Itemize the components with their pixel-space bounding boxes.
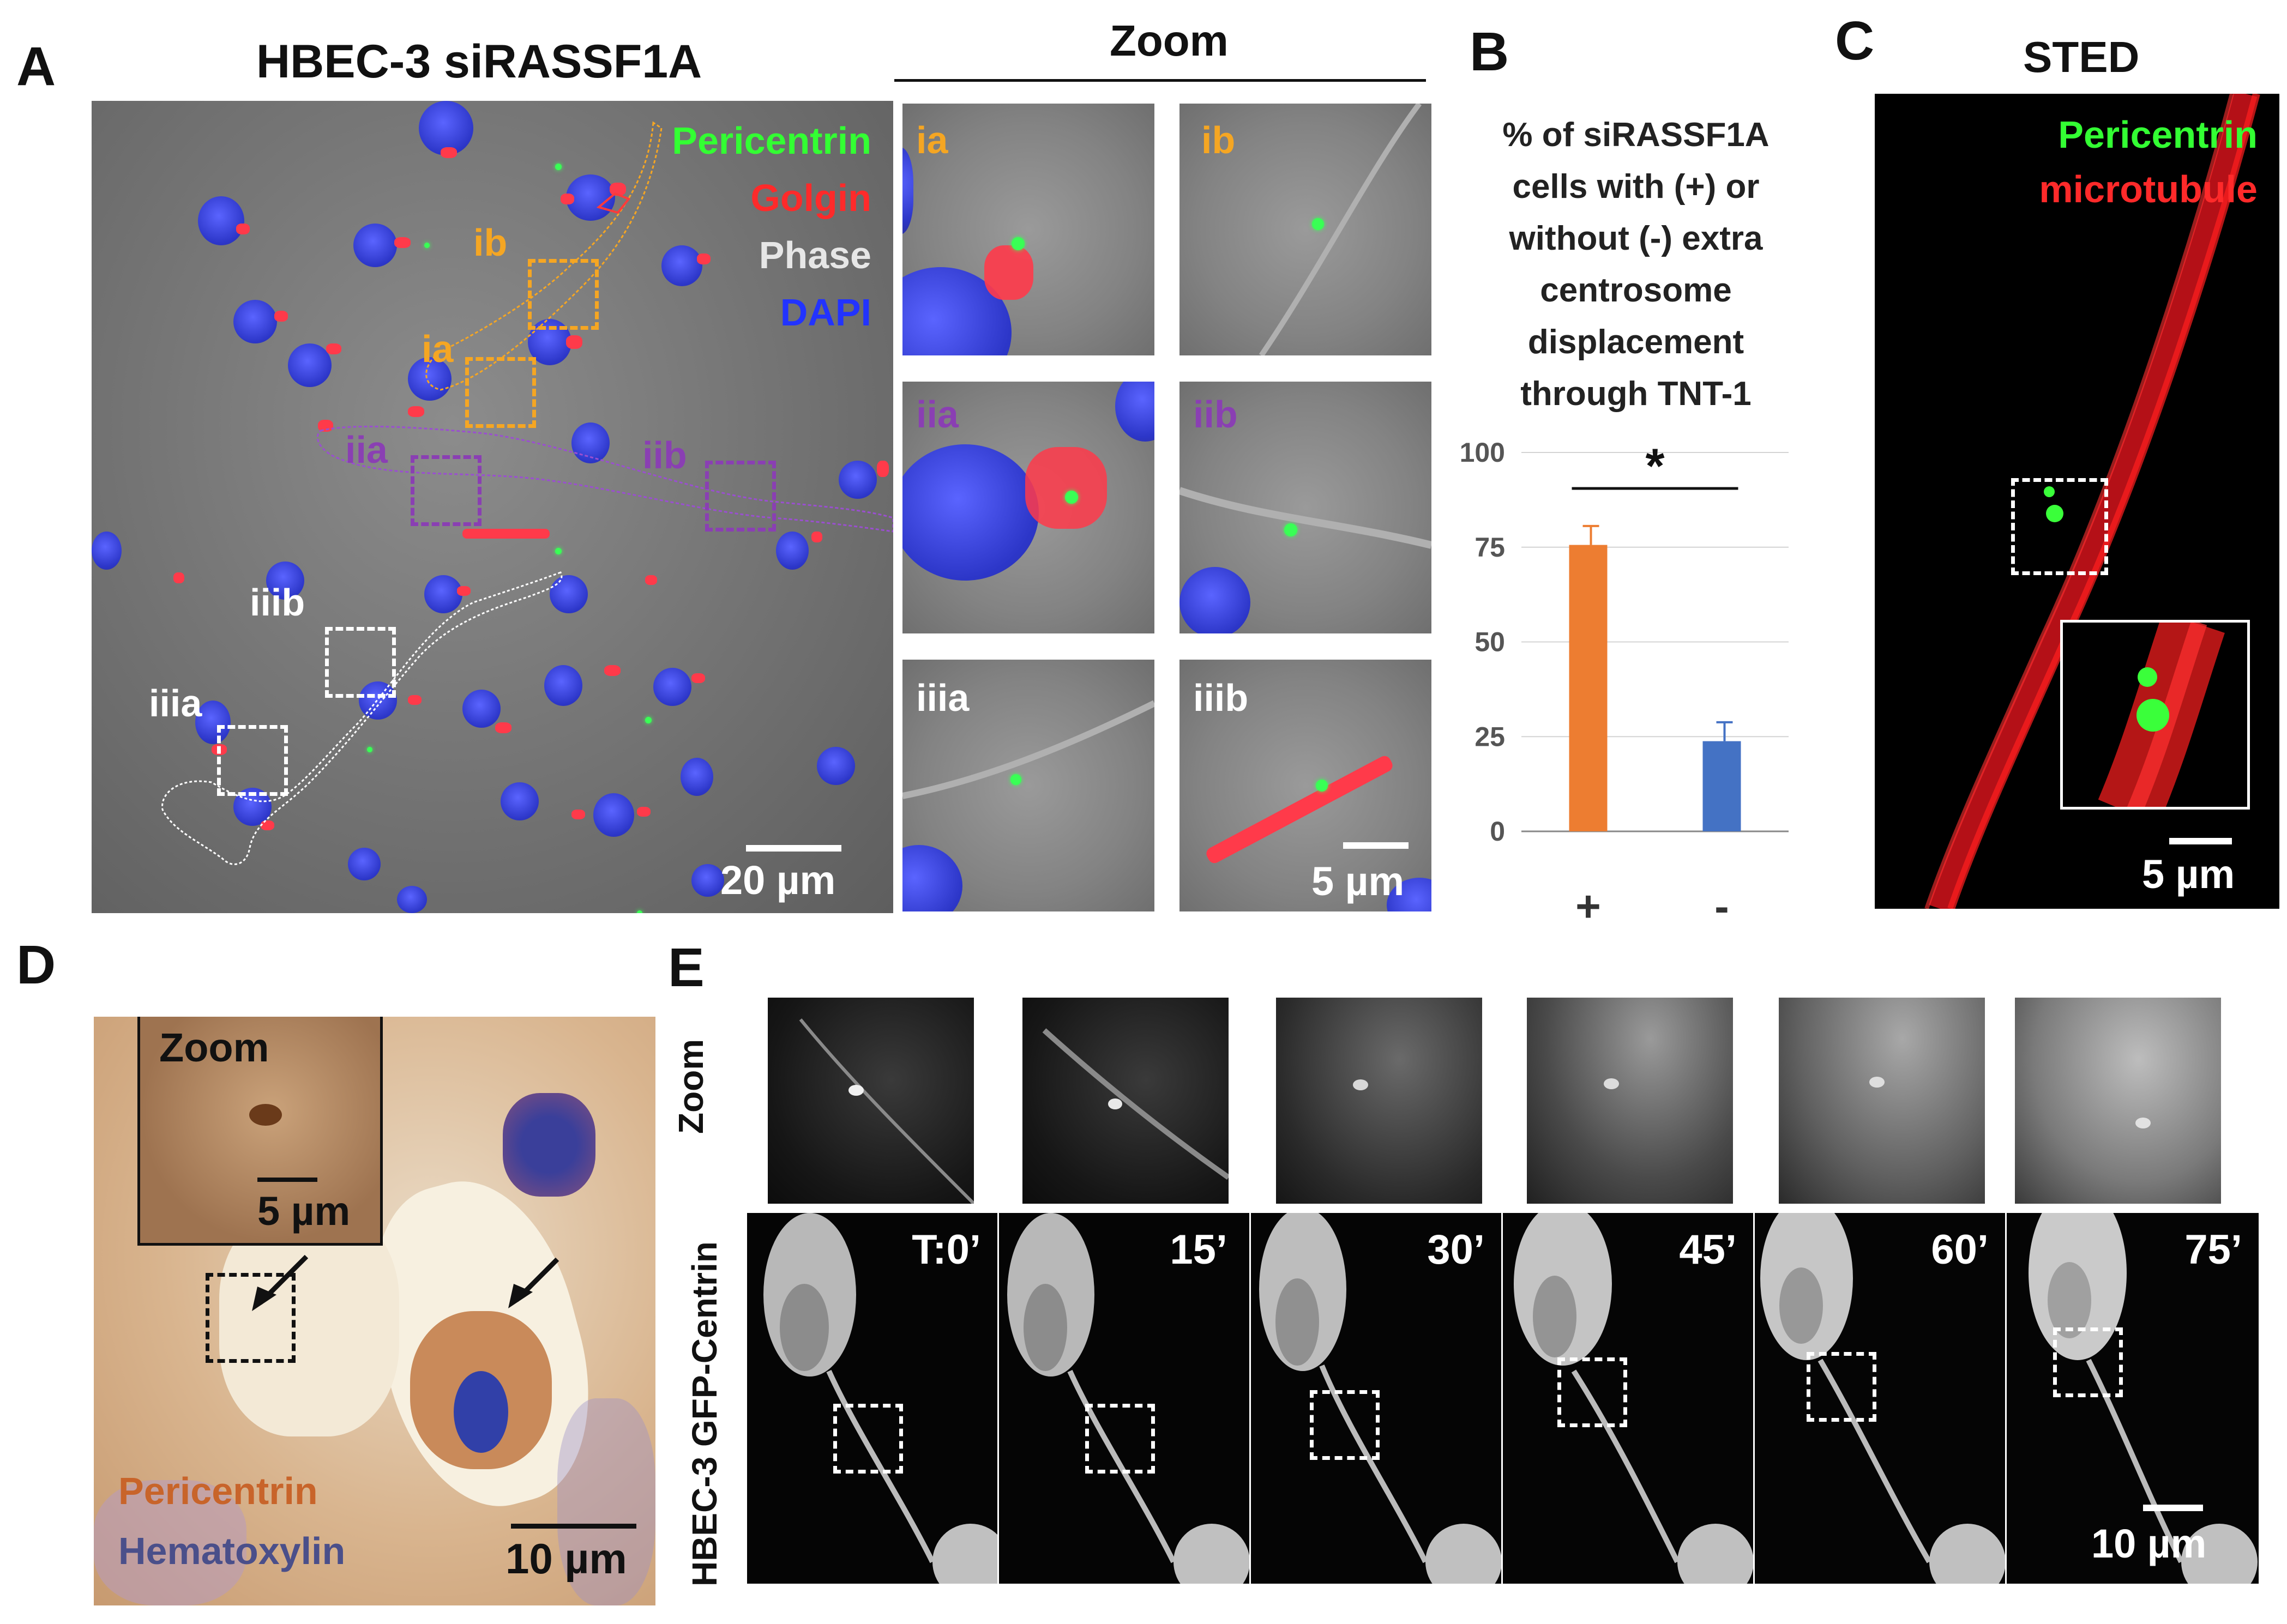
category-label-0: + — [1575, 882, 1601, 931]
region-label-iiib: iiib — [250, 581, 305, 624]
zoom-tile-ia: ia — [902, 104, 1154, 355]
sted-legend-microtubule: microtubule — [2039, 168, 2258, 210]
e-time-4: 60’ — [1931, 1227, 1989, 1273]
panel-d-scale-bar — [511, 1524, 636, 1529]
e-time-1: 15’ — [1170, 1227, 1227, 1273]
panel-e-scale-bar — [2143, 1505, 2203, 1511]
region-box-iib — [705, 461, 776, 532]
panel-a-scale-label: 20 µm — [720, 858, 836, 903]
region-label-iiia: iiia — [149, 682, 202, 725]
region-label-ib: ib — [473, 221, 508, 264]
sted-region-box — [2011, 478, 2108, 575]
e-frame-2: 30’ — [1251, 1213, 1503, 1584]
e-frame-1: 15’ — [999, 1213, 1251, 1584]
significance-star: * — [1645, 439, 1664, 494]
panel-e-zoom-row-label: Zoom — [671, 1039, 711, 1134]
panel-e-frame-row-label: HBEC-3 GFP-Centrin — [685, 1241, 724, 1586]
sted-legend-pericentrin: Pericentrin — [2058, 113, 2258, 156]
panel-c-scale-bar — [2169, 838, 2232, 844]
panel-d-letter: D — [16, 934, 56, 995]
panel-c-title: STED — [2023, 33, 2140, 81]
e-time-0: T:0’ — [912, 1227, 981, 1273]
bar-1 — [1702, 741, 1741, 831]
y-tick-label-25: 25 — [1474, 721, 1505, 752]
panel-b-letter: B — [1470, 21, 1509, 82]
region-box-iia — [411, 455, 482, 526]
region-box-iiia — [217, 725, 288, 796]
y-tick-label-0: 0 — [1490, 816, 1505, 847]
y-tick-label-75: 75 — [1474, 532, 1505, 563]
panel-d-zoom-label: Zoom — [159, 1025, 269, 1070]
panel-d-region-box — [206, 1273, 296, 1363]
region-label-iib: iib — [642, 434, 687, 476]
panel-e-scale-label: 10 µm — [2091, 1521, 2207, 1566]
panel-a-scale-bar — [746, 845, 841, 852]
panel-d-zoom-inset: Zoom 5 µm — [137, 1017, 383, 1246]
panel-a-title: HBEC-3 siRASSF1A — [256, 35, 702, 88]
zoom-header-rule — [894, 79, 1426, 82]
e-zoom-3 — [1527, 998, 1733, 1204]
y-tick-label-50: 50 — [1474, 627, 1505, 657]
panel-d-zoom-scale-bar — [257, 1178, 317, 1182]
zoom-scale-bar — [1343, 842, 1409, 849]
e-frame-5: 75’ 10 µm — [2007, 1213, 2259, 1584]
bar-chart: 0 25 50 75 100 + - * — [1460, 437, 1789, 931]
e-time-2: 30’ — [1427, 1227, 1485, 1273]
zoom-tile-iiia: iiia — [902, 660, 1154, 911]
panel-b-caption: % of siRASSF1A cells with (+) or without… — [1502, 116, 1770, 413]
e-time-5: 75’ — [2184, 1227, 2242, 1273]
e-frame-0: T:0’ — [747, 1213, 999, 1584]
bar-0 — [1569, 545, 1608, 831]
legend-golgin: Golgin — [750, 177, 871, 219]
panel-a-main-image: ib ia iia iib iiib iiia Pericentrin Golg… — [92, 101, 893, 913]
zoom-tile-iiib: iiib 5 µm — [1179, 660, 1431, 911]
panel-d-legend-hematoxylin: Hematoxylin — [118, 1530, 346, 1572]
legend-dapi: DAPI — [780, 291, 871, 334]
panel-d-scale-label: 10 µm — [505, 1535, 627, 1583]
panel-d-zoom-scale-label: 5 µm — [257, 1188, 351, 1234]
e-zoom-4 — [1779, 998, 1985, 1204]
e-zoom-2 — [1276, 998, 1482, 1204]
zoom-scale-label: 5 µm — [1311, 859, 1405, 904]
panel-a-zoom-header: Zoom — [1110, 16, 1229, 65]
e-frame-3: 45’ — [1503, 1213, 1755, 1584]
category-label-1: - — [1714, 882, 1729, 931]
e-zoom-1 — [1022, 998, 1230, 1204]
panel-c-sted-image: Pericentrin microtubule 5 µm — [1875, 94, 2279, 909]
e-frame-4: 60’ — [1755, 1213, 2007, 1584]
e-zoom-5 — [2015, 998, 2221, 1204]
panel-c-letter: C — [1835, 10, 1875, 71]
e-zoom-0 — [768, 998, 976, 1205]
region-label-ia: ia — [422, 328, 454, 370]
zoom-tile-iia: iia — [902, 382, 1154, 633]
region-box-ia — [465, 357, 536, 428]
e-time-3: 45’ — [1679, 1227, 1737, 1273]
sted-inset — [2060, 620, 2250, 810]
zoom-tile-ib: ib — [1179, 104, 1431, 355]
panel-a-letter: A — [16, 36, 56, 97]
y-tick-label-100: 100 — [1460, 437, 1505, 468]
legend-pericentrin: Pericentrin — [672, 119, 871, 162]
zoom-tile-iib: iib — [1179, 382, 1431, 633]
panel-e-letter: E — [668, 937, 705, 998]
panel-c-scale-label: 5 µm — [2142, 852, 2235, 897]
region-box-iiib — [325, 627, 396, 698]
panel-d-legend-pericentrin: Pericentrin — [118, 1470, 318, 1512]
legend-phase: Phase — [759, 234, 871, 276]
region-label-iia: iia — [345, 428, 388, 471]
region-box-ib — [528, 259, 599, 330]
panel-d-histology-image: Zoom 5 µm Pericentrin Hematoxylin 10 µm — [94, 1017, 655, 1605]
